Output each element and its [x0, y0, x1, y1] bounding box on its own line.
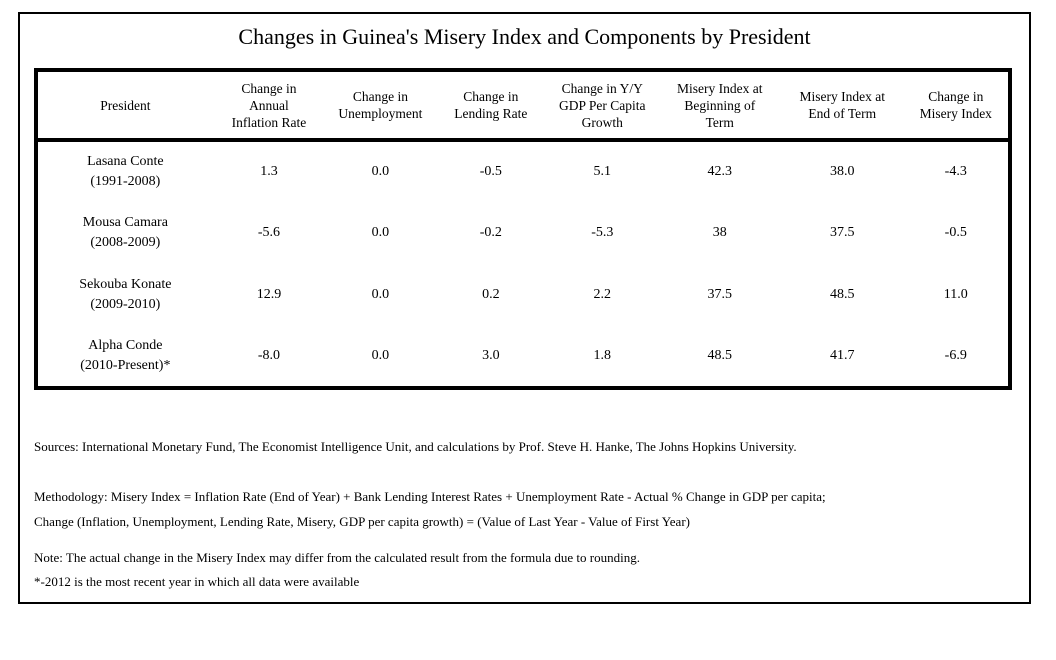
value-inflation: 1.3 — [260, 164, 278, 179]
value-inflation: -5.6 — [257, 225, 281, 240]
president-term: (2009-2010) — [90, 297, 161, 312]
note-line-2: *-2012 is the most recent year in which … — [34, 574, 360, 589]
methodology-line-1: Methodology: Misery Index = Inflation Ra… — [34, 489, 826, 504]
column-header-misery-change: Change in Misery Index — [903, 70, 1010, 142]
misery-index-table: President Change in Annual Inflation Rat… — [34, 68, 1012, 390]
table-row-sekouba-konate: Sekouba Konate (2009-2010) 12.9 0.0 0.2 … — [36, 264, 1010, 326]
value-misery-begin: 48.5 — [707, 348, 733, 363]
value-lending-rate: 3.0 — [482, 348, 500, 363]
value-misery-change: 11.0 — [943, 287, 968, 302]
value-misery-begin: 42.3 — [707, 164, 733, 179]
methodology-line-2: Change (Inflation, Unemployment, Lending… — [34, 514, 690, 529]
table-row-alpha-conde: Alpha Conde (2010-Present)* -8.0 0.0 3.0… — [36, 326, 1010, 388]
table-container: President Change in Annual Inflation Rat… — [34, 68, 1012, 390]
value-gdp-growth: 1.8 — [593, 348, 612, 363]
value-lending-rate: -0.2 — [479, 225, 502, 240]
note-line-1: Note: The actual change in the Misery In… — [34, 550, 640, 565]
table-row-lasana-conte: Lasana Conte (1991-2008) 1.3 0.0 -0.5 5.… — [36, 140, 1010, 202]
president-cell: Alpha Conde (2010-Present)* — [36, 326, 213, 388]
sources-text: Sources: International Monetary Fund, Th… — [34, 439, 797, 454]
president-cell: Lasana Conte (1991-2008) — [36, 140, 213, 202]
value-gdp-growth: 5.1 — [593, 164, 612, 179]
value-misery-end: 37.5 — [830, 225, 855, 240]
column-header-unemployment: Change in Unemployment — [325, 70, 436, 142]
value-misery-change: -0.5 — [944, 225, 967, 240]
value-misery-end: 48.5 — [830, 287, 855, 302]
value-gdp-growth: -5.3 — [591, 225, 614, 240]
value-unemployment: 0.0 — [371, 287, 390, 302]
rounding-note: Note: The actual change in the Misery In… — [34, 546, 1015, 594]
value-lending-rate: 0.2 — [482, 287, 500, 302]
president-term: (1991-2008) — [90, 174, 161, 189]
sources-note: Sources: International Monetary Fund, Th… — [34, 438, 1015, 455]
header-row: President Change in Annual Inflation Rat… — [36, 70, 1010, 142]
value-unemployment: 0.0 — [371, 164, 390, 179]
president-cell: Sekouba Konate (2009-2010) — [36, 264, 213, 326]
column-header-misery-end: Misery Index at End of Term — [781, 70, 904, 142]
column-header-misery-begin: Misery Index at Beginning of Term — [658, 70, 782, 142]
president-term: (2008-2009) — [90, 235, 161, 250]
value-inflation: -8.0 — [257, 348, 281, 363]
column-header-inflation: Change in Annual Inflation Rate — [212, 70, 326, 142]
value-lending-rate: -0.5 — [479, 164, 502, 179]
table-row-mousa-camara: Mousa Camara (2008-2009) -5.6 0.0 -0.2 -… — [36, 202, 1010, 264]
president-name: Mousa Camara — [82, 215, 168, 230]
column-header-gdp-growth: Change in Y/Y GDP Per Capita Growth — [546, 70, 659, 142]
value-misery-begin: 37.5 — [707, 287, 733, 302]
value-gdp-growth: 2.2 — [593, 287, 612, 302]
value-misery-end: 41.7 — [830, 348, 855, 363]
president-name: Sekouba Konate — [79, 277, 172, 292]
value-misery-change: -6.9 — [944, 348, 967, 363]
president-cell: Mousa Camara (2008-2009) — [36, 202, 213, 264]
value-unemployment: 0.0 — [371, 225, 390, 240]
value-misery-change: -4.3 — [944, 164, 967, 179]
value-unemployment: 0.0 — [371, 348, 390, 363]
column-header-lending-rate: Change in Lending Rate — [435, 70, 547, 142]
president-term: (2010-Present)* — [80, 358, 171, 373]
column-header-president: President — [36, 70, 213, 142]
president-name: Lasana Conte — [87, 154, 164, 169]
value-misery-end: 38.0 — [830, 164, 855, 179]
president-name: Alpha Conde — [88, 338, 163, 353]
value-misery-begin: 38 — [712, 225, 727, 240]
value-inflation: 12.9 — [256, 287, 282, 302]
page-title: Changes in Guinea's Misery Index and Com… — [238, 24, 811, 49]
methodology-note: Methodology: Misery Index = Inflation Ra… — [34, 484, 1015, 534]
document-frame: Changes in Guinea's Misery Index and Com… — [18, 12, 1031, 604]
